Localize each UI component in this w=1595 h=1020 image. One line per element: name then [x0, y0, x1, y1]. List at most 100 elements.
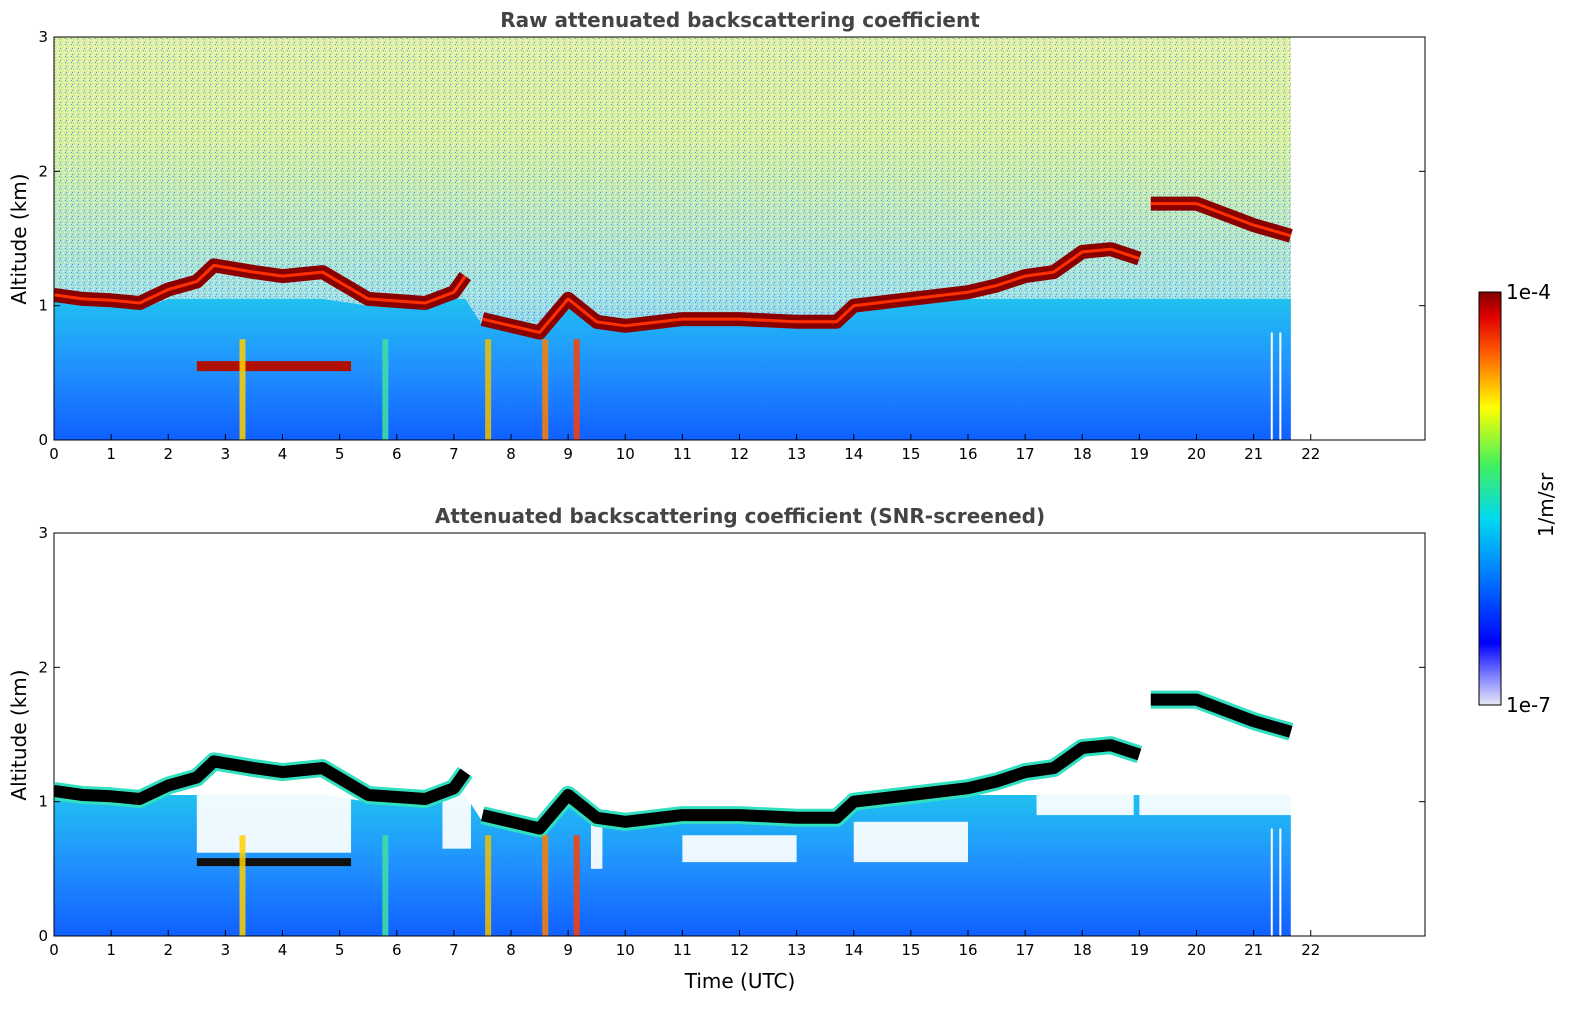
y-tick-label: 1 [38, 297, 48, 315]
x-tick-label: 12 [730, 445, 749, 463]
panel-raw: Raw attenuated backscattering coefficien… [7, 8, 1426, 463]
x-tick-label: 13 [787, 445, 806, 463]
panel-raw-heatmap [54, 37, 1293, 440]
x-tick-label: 11 [673, 445, 692, 463]
plume-streak [542, 835, 549, 936]
x-tick-label: 10 [616, 941, 635, 959]
screened-boundary-layer [54, 795, 1291, 936]
colorbar-label: 1/m/sr [1534, 472, 1558, 537]
screened-cloud-layer [54, 693, 1293, 835]
x-tick-label: 10 [616, 445, 635, 463]
data-gap [1279, 332, 1282, 440]
y-tick-label: 1 [38, 793, 48, 811]
x-tick-label: 5 [335, 941, 345, 959]
panel-raw-y-axis: 0 1 2 3 [38, 28, 1425, 449]
y-tick-label: 2 [38, 658, 48, 676]
x-tick-label: 2 [163, 445, 173, 463]
x-tick-label: 18 [1073, 445, 1092, 463]
x-tick-label: 20 [1187, 445, 1206, 463]
masked-region [682, 835, 797, 863]
x-tick-label: 7 [449, 445, 459, 463]
x-tick-label: 1 [106, 445, 116, 463]
x-tick-label: 4 [278, 445, 288, 463]
x-tick-label: 0 [49, 445, 59, 463]
plume-streak [239, 835, 246, 936]
x-tick-label: 5 [335, 445, 345, 463]
screened-plumes [239, 828, 1282, 936]
panel-screened-title: Attenuated backscattering coefficient (S… [435, 504, 1045, 528]
raw-plumes [239, 332, 1282, 440]
x-tick-label: 9 [563, 941, 573, 959]
x-tick-label: 2 [163, 941, 173, 959]
x-tick-label: 13 [787, 941, 806, 959]
panel-raw-title: Raw attenuated backscattering coefficien… [500, 8, 980, 32]
x-tick-label: 0 [49, 941, 59, 959]
y-tick-label: 3 [38, 28, 48, 46]
plume-streak [485, 339, 492, 440]
panel-raw-ylabel: Altitude (km) [7, 173, 31, 304]
masked-region [1139, 761, 1294, 816]
panel-screened-x-axis: 0 1 2 3 4 5 6 7 8 9 10 11 12 13 14 15 16 17 18 19 20 21 22 [49, 930, 1320, 959]
screened-masked-regions [196, 761, 1294, 869]
x-tick-label: 18 [1073, 941, 1092, 959]
plume-streak [573, 339, 580, 440]
panel-screened-ylabel: Altitude (km) [7, 669, 31, 800]
panel-screened-y-axis: 0 1 2 3 [38, 524, 1425, 945]
x-tick-label: 22 [1301, 445, 1320, 463]
raw-cloud-layer-edge [54, 202, 1292, 334]
panel-screened: Attenuated backscattering coefficient (S… [7, 504, 1426, 993]
y-tick-label: 0 [38, 927, 48, 945]
colorbar-max-label: 1e-4 [1506, 280, 1551, 304]
x-tick-label: 20 [1187, 941, 1206, 959]
plume-streak [382, 835, 389, 936]
x-tick-label: 15 [901, 445, 920, 463]
x-tick-label: 17 [1016, 445, 1035, 463]
plume-streak [382, 339, 389, 440]
data-gap [1279, 828, 1282, 936]
x-tick-label: 16 [958, 445, 977, 463]
masked-region [196, 788, 352, 853]
x-tick-label: 4 [278, 941, 288, 959]
masked-region [853, 821, 968, 863]
plume-streak [485, 835, 492, 936]
x-tick-label: 6 [392, 941, 402, 959]
x-tick-label: 8 [506, 445, 516, 463]
y-tick-label: 3 [38, 524, 48, 542]
x-tick-label: 17 [1016, 941, 1035, 959]
data-gap [1270, 332, 1273, 440]
x-tick-label: 22 [1301, 941, 1320, 959]
x-tick-label: 14 [844, 445, 863, 463]
x-tick-label: 19 [1130, 941, 1149, 959]
plume-streak [239, 339, 246, 440]
masked-region [590, 821, 603, 869]
x-tick-label: 19 [1130, 445, 1149, 463]
x-tick-label: 21 [1244, 941, 1263, 959]
data-gap [1270, 828, 1273, 936]
x-tick-label: 6 [392, 445, 402, 463]
x-tick-label: 16 [958, 941, 977, 959]
x-tick-label: 8 [506, 941, 516, 959]
x-tick-label: 7 [449, 941, 459, 959]
panel-raw-x-axis: 0 1 2 3 4 5 6 7 8 9 10 11 12 13 14 15 16 17 18 19 20 21 22 [49, 434, 1320, 463]
x-tick-label: 3 [221, 445, 231, 463]
x-tick-label: 14 [844, 941, 863, 959]
y-tick-label: 0 [38, 431, 48, 449]
raw-boundary-layer [54, 298, 1291, 440]
colorbar: 1e-4 1e-7 1/m/sr [1478, 280, 1558, 717]
x-tick-label: 15 [901, 941, 920, 959]
x-tick-label: 21 [1244, 445, 1263, 463]
panel-screened-heatmap [54, 690, 1294, 936]
x-tick-label: 11 [673, 941, 692, 959]
x-tick-label: 1 [106, 941, 116, 959]
masked-region [1036, 774, 1134, 816]
y-tick-label: 2 [38, 162, 48, 180]
plume-streak [573, 835, 580, 936]
panel-screened-xlabel: Time (UTC) [684, 969, 796, 993]
colorbar-gradient [1478, 291, 1502, 706]
x-tick-label: 3 [221, 941, 231, 959]
plume-streak [542, 339, 549, 440]
x-tick-label: 9 [563, 445, 573, 463]
x-tick-label: 12 [730, 941, 749, 959]
colorbar-min-label: 1e-7 [1506, 693, 1551, 717]
